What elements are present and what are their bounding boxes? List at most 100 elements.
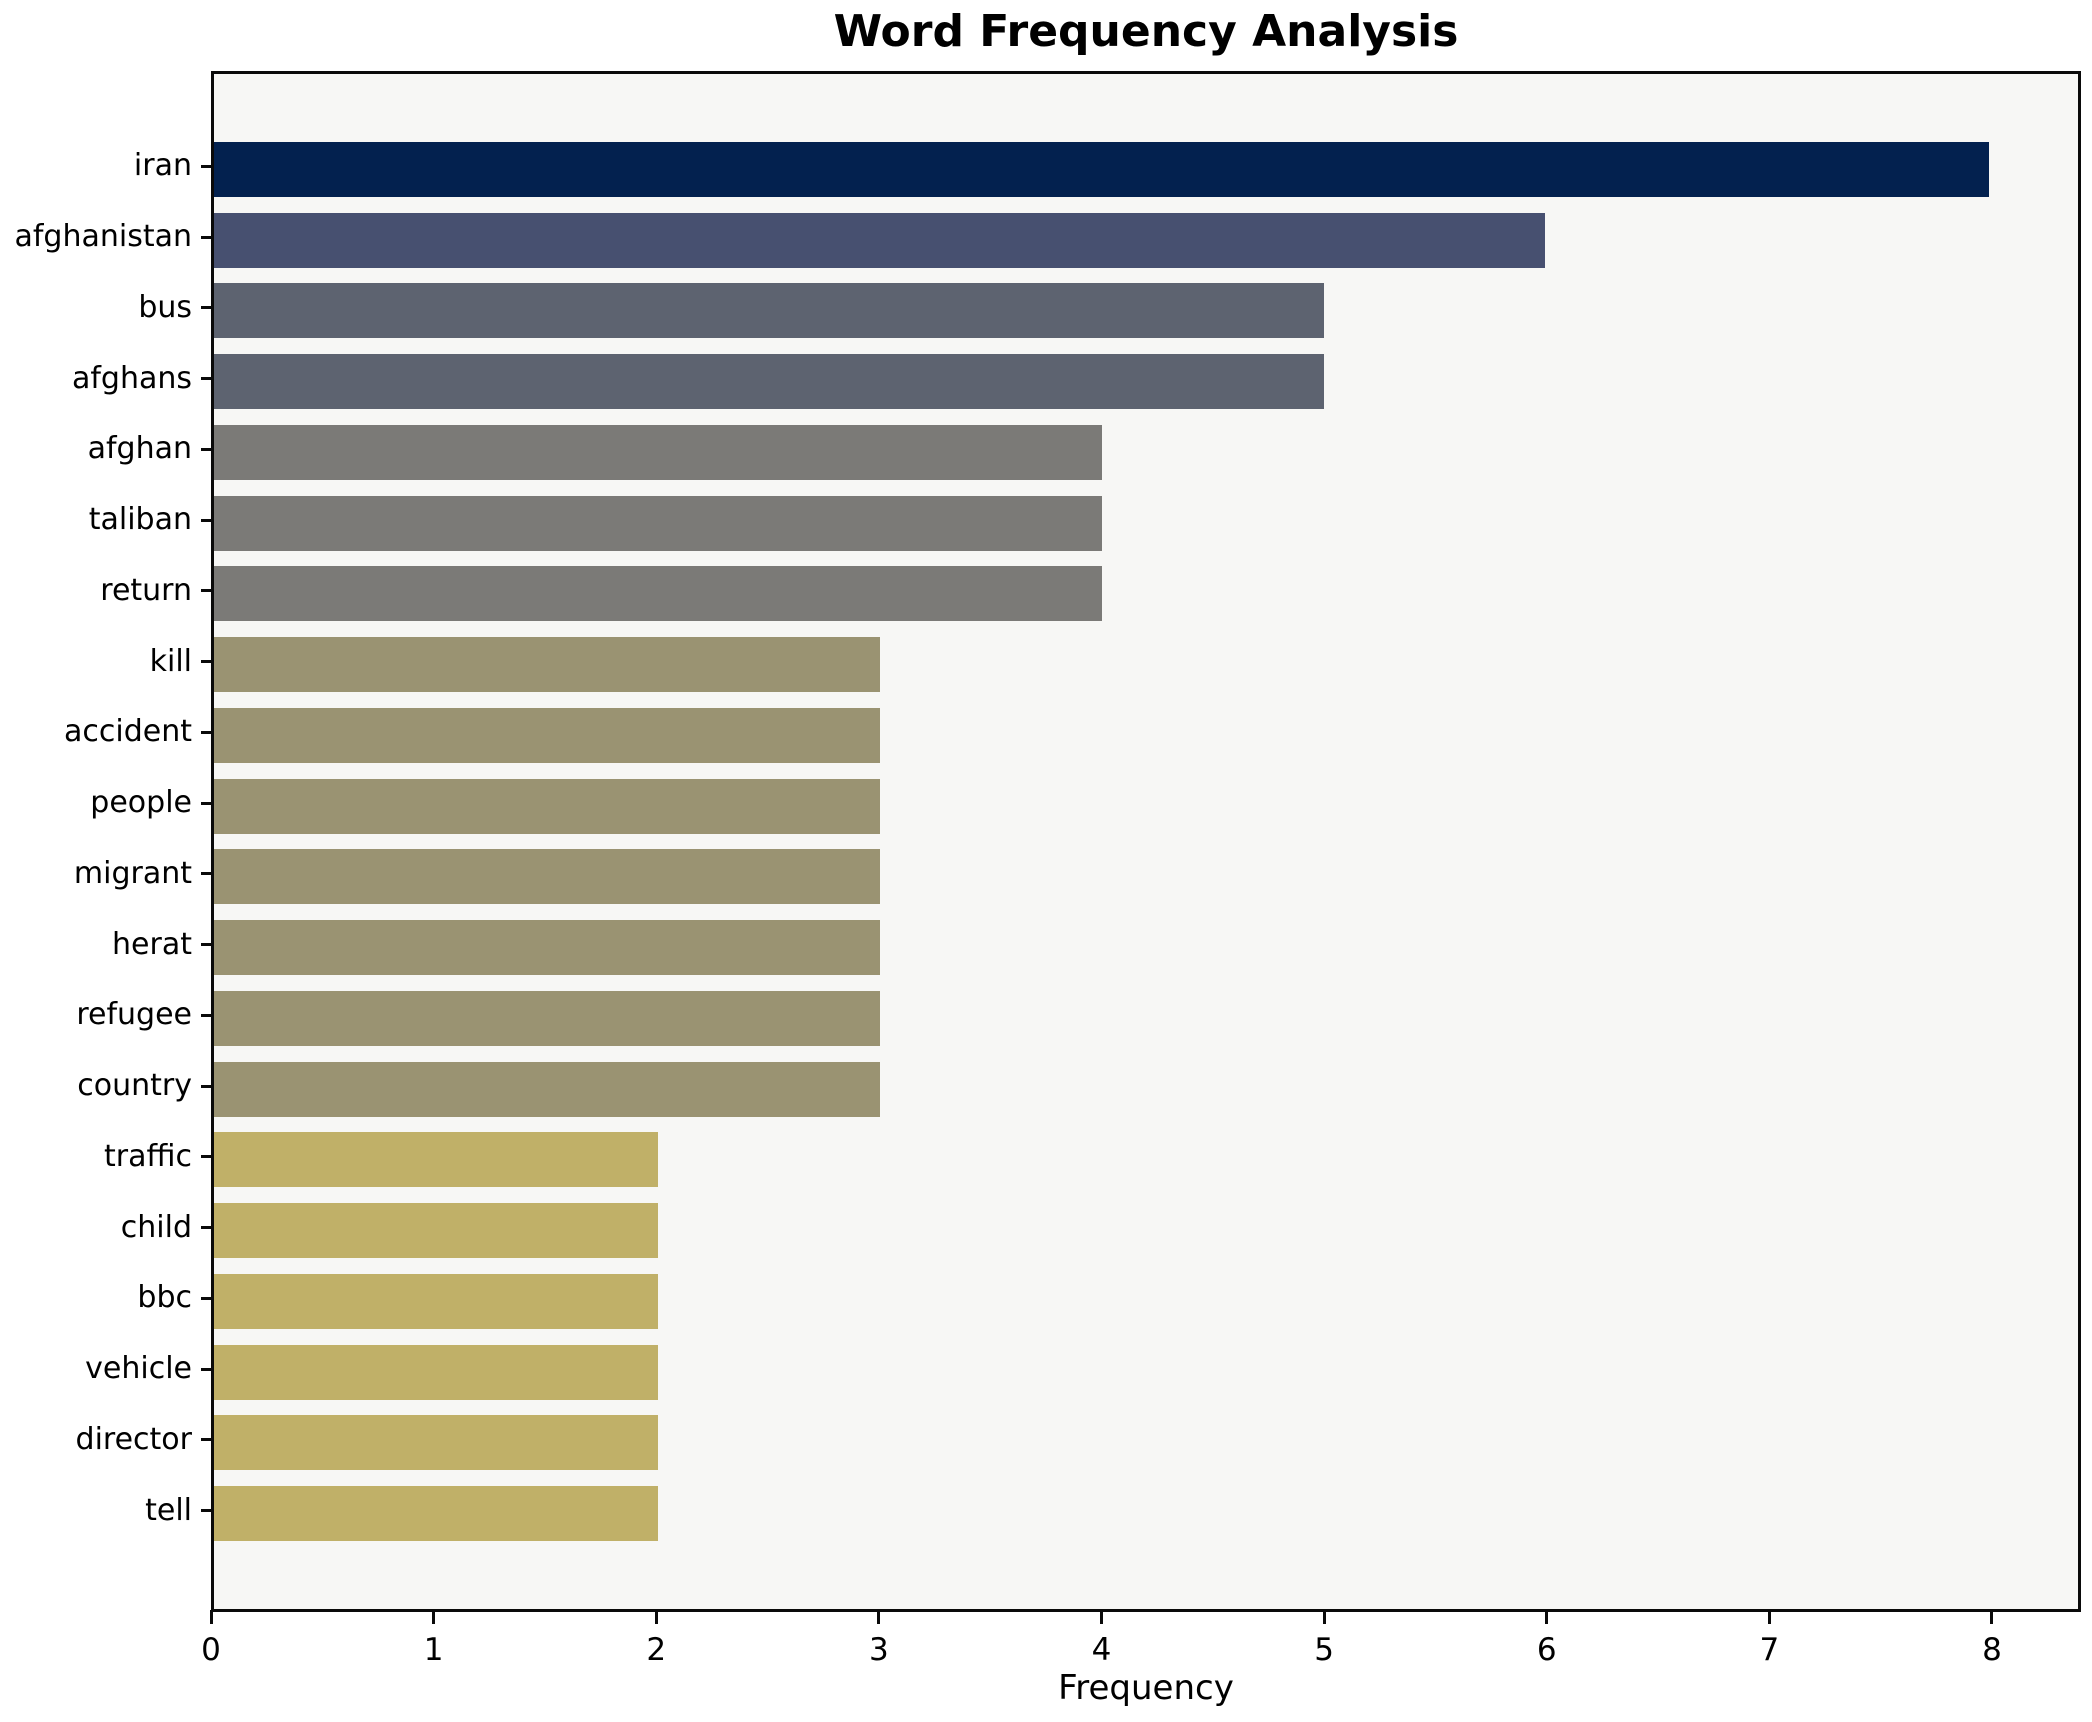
bar-afghanistan <box>214 212 1546 268</box>
bar-row <box>214 417 2078 488</box>
x-tick-mark <box>1990 1610 1994 1624</box>
x-tick-label-4: 4 <box>1091 1632 1112 1668</box>
y-tick-mark <box>201 306 211 310</box>
y-tick-label-afghanistan: afghanistan <box>14 219 192 255</box>
bar-row <box>214 1195 2078 1266</box>
bar-taliban <box>214 495 1102 551</box>
bar-row <box>214 346 2078 417</box>
x-tick-mark <box>877 1610 881 1624</box>
bar-row <box>214 1478 2078 1549</box>
plot-area <box>211 71 2081 1612</box>
bar-row <box>214 205 2078 276</box>
y-tick-mark <box>201 1013 211 1017</box>
bar-row <box>214 842 2078 913</box>
y-tick-mark <box>201 589 211 593</box>
bar-migrant <box>214 849 880 905</box>
x-tick-label-7: 7 <box>1759 1632 1780 1668</box>
y-tick-label-afghans: afghans <box>71 360 192 396</box>
bar-herat <box>214 920 880 976</box>
bar-row <box>214 700 2078 771</box>
bar-kill <box>214 637 880 693</box>
y-tick-label-taliban: taliban <box>88 502 192 538</box>
bar-afghan <box>214 424 1102 480</box>
y-tick-mark <box>201 943 211 947</box>
y-tick-mark <box>201 1367 211 1371</box>
y-tick-label-return: return <box>100 572 192 608</box>
y-tick-label-vehicle: vehicle <box>85 1351 192 1387</box>
bar-row <box>214 559 2078 630</box>
bar-row <box>214 1337 2078 1408</box>
y-tick-mark <box>201 377 211 381</box>
bar-people <box>214 778 880 834</box>
y-tick-mark <box>201 872 211 876</box>
bar-row <box>214 983 2078 1054</box>
bar-row <box>214 488 2078 559</box>
x-tick-label-2: 2 <box>646 1632 667 1668</box>
x-axis-label: Frequency <box>1058 1668 1234 1708</box>
y-tick-mark <box>201 660 211 664</box>
bar-bbc <box>214 1273 658 1329</box>
y-tick-mark <box>201 518 211 522</box>
x-tick-mark <box>1099 1610 1103 1624</box>
chart-title: Word Frequency Analysis <box>833 6 1459 57</box>
x-tick-mark <box>654 1610 658 1624</box>
x-tick-mark <box>1545 1610 1549 1624</box>
bar-row <box>214 1408 2078 1479</box>
y-tick-label-refugee: refugee <box>76 997 192 1033</box>
y-tick-mark <box>201 1509 211 1513</box>
x-tick-label-6: 6 <box>1536 1632 1557 1668</box>
y-tick-label-bus: bus <box>138 289 192 325</box>
y-tick-label-people: people <box>90 785 192 821</box>
y-tick-mark <box>201 1155 211 1159</box>
y-tick-mark <box>201 801 211 805</box>
bar-row <box>214 912 2078 983</box>
bar-accident <box>214 707 880 763</box>
y-tick-label-tell: tell <box>145 1492 192 1528</box>
bar-row <box>214 1266 2078 1337</box>
y-tick-label-country: country <box>77 1068 192 1104</box>
y-tick-label-afghan: afghan <box>87 431 192 467</box>
bar-iran <box>214 141 1990 197</box>
bars-container <box>214 134 2078 1549</box>
bar-row <box>214 1054 2078 1125</box>
y-tick-mark <box>201 1296 211 1300</box>
y-tick-mark <box>201 1084 211 1088</box>
bar-bus <box>214 283 1324 339</box>
bar-director <box>214 1415 658 1471</box>
bar-row <box>214 771 2078 842</box>
bar-return <box>214 566 1102 622</box>
x-tick-mark <box>1322 1610 1326 1624</box>
bar-country <box>214 1061 880 1117</box>
bar-tell <box>214 1486 658 1542</box>
bar-vehicle <box>214 1344 658 1400</box>
y-tick-mark <box>201 1226 211 1230</box>
x-tick-mark <box>1767 1610 1771 1624</box>
x-tick-mark <box>432 1610 436 1624</box>
x-tick-mark <box>209 1610 213 1624</box>
y-tick-label-iran: iran <box>133 148 192 184</box>
y-tick-mark <box>201 447 211 451</box>
y-tick-label-migrant: migrant <box>73 855 192 891</box>
x-tick-label-5: 5 <box>1314 1632 1334 1668</box>
y-tick-label-traffic: traffic <box>104 1138 192 1174</box>
bar-row <box>214 276 2078 347</box>
y-tick-label-child: child <box>120 1209 192 1245</box>
y-tick-mark <box>201 235 211 239</box>
y-tick-label-bbc: bbc <box>137 1280 192 1316</box>
y-tick-label-director: director <box>75 1421 192 1457</box>
y-tick-mark <box>201 730 211 734</box>
bar-row <box>214 134 2078 205</box>
y-tick-mark <box>201 1438 211 1442</box>
y-tick-label-accident: accident <box>64 714 192 750</box>
bar-child <box>214 1203 658 1259</box>
y-tick-mark <box>201 164 211 168</box>
y-tick-label-kill: kill <box>149 643 192 679</box>
bar-row <box>214 629 2078 700</box>
y-tick-label-herat: herat <box>112 926 192 962</box>
x-tick-label-3: 3 <box>868 1632 889 1668</box>
bar-refugee <box>214 990 880 1046</box>
bar-traffic <box>214 1132 658 1188</box>
x-tick-label-1: 1 <box>423 1632 444 1668</box>
x-tick-label-0: 0 <box>201 1632 221 1668</box>
